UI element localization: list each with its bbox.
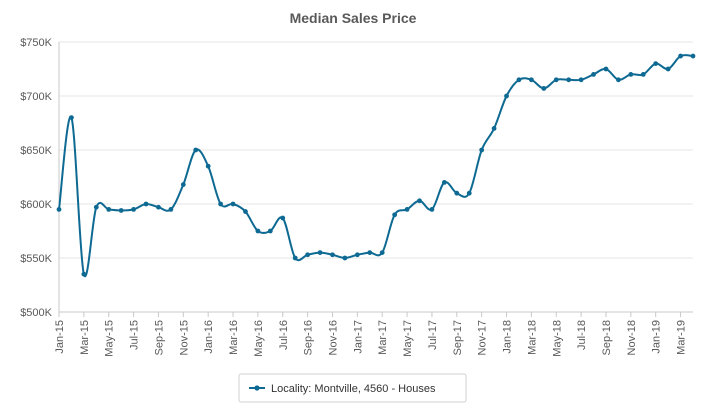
x-tick-label: Jul-16 [278, 320, 290, 350]
data-point-jan-15[interactable] [56, 207, 62, 212]
x-tick-label: Mar-15 [79, 320, 91, 355]
data-point-nov-16[interactable] [330, 252, 335, 258]
x-tick-label: Mar-18 [526, 320, 538, 355]
data-point-apr-15[interactable] [93, 204, 99, 210]
data-point-nov-18[interactable] [628, 72, 634, 77]
data-point-apr-17[interactable] [392, 212, 398, 218]
data-point-dec-17[interactable] [491, 125, 497, 131]
data-point-jan-16[interactable] [205, 163, 211, 169]
data-point-sep-18[interactable] [603, 66, 609, 72]
y-tick-label: $650K [20, 145, 52, 157]
x-tick-label: Mar-17 [377, 320, 389, 355]
x-tick-label: Sep-18 [601, 320, 613, 355]
data-point-jul-18[interactable] [578, 77, 584, 83]
x-tick-label: Jan-18 [502, 320, 514, 354]
data-point-oct-18[interactable] [616, 77, 621, 83]
x-tick-label: May-16 [253, 320, 265, 357]
x-tick-label: Jan-16 [203, 320, 215, 354]
data-point-dec-16[interactable] [342, 255, 348, 261]
data-point-may-15[interactable] [106, 207, 112, 212]
data-point-jul-15[interactable] [131, 207, 136, 212]
y-tick-label: $500K [20, 307, 52, 319]
x-tick-label: May-17 [402, 320, 414, 357]
y-tick-label: $700K [20, 91, 52, 103]
data-point-may-17[interactable] [404, 207, 410, 212]
x-tick-label: Nov-16 [327, 320, 339, 355]
x-tick-label: Sep-16 [303, 320, 315, 355]
data-point-aug-17[interactable] [441, 180, 447, 185]
data-point-aug-16[interactable] [292, 255, 298, 261]
data-point-sep-17[interactable] [454, 190, 460, 196]
data-point-mar-18[interactable] [528, 77, 534, 83]
data-point-jun-18[interactable] [566, 77, 572, 83]
x-tick-label: Mar-16 [228, 320, 240, 355]
x-tick-label: Jan-19 [651, 320, 663, 354]
data-point-jul-16[interactable] [280, 215, 286, 221]
data-point-jan-17[interactable] [354, 252, 360, 258]
data-point-apr-16[interactable] [243, 209, 248, 214]
chart-title: Median Sales Price [290, 10, 417, 26]
data-point-may-16[interactable] [255, 228, 261, 234]
x-tick-label: Jul-17 [427, 320, 439, 350]
data-point-oct-16[interactable] [317, 250, 323, 256]
x-tick-label: Sep-15 [153, 320, 165, 355]
x-tick-label: Jan-15 [54, 320, 66, 354]
data-point-oct-17[interactable] [466, 190, 472, 196]
legend[interactable]: Locality: Montville, 4560 - Houses [238, 373, 467, 403]
series-group [56, 53, 696, 278]
data-point-nov-15[interactable] [180, 182, 186, 187]
data-point-jan-19[interactable] [653, 61, 659, 66]
data-point-dec-15[interactable] [193, 147, 199, 153]
x-axis-ticks: Jan-15 Mar-15 May-15 Jul-15 Sep-15 Nov-15 Jan-… [54, 312, 688, 357]
data-point-apr-19[interactable] [690, 53, 696, 59]
y-tick-label: $550K [20, 253, 52, 265]
legend-swatch-marker [254, 385, 260, 391]
data-point-feb-18[interactable] [516, 77, 522, 83]
x-tick-label: Jan-17 [352, 320, 364, 354]
x-tick-label: Jul-15 [129, 320, 141, 350]
data-point-mar-16[interactable] [230, 201, 236, 207]
data-point-feb-16[interactable] [218, 201, 224, 207]
series-line [58, 54, 694, 278]
data-point-feb-19[interactable] [665, 66, 671, 72]
data-point-mar-15[interactable] [81, 271, 87, 277]
y-tick-label: $750K [20, 37, 52, 49]
data-point-feb-15[interactable] [69, 115, 74, 120]
data-point-sep-15[interactable] [156, 204, 161, 210]
data-point-jun-15[interactable] [118, 208, 124, 213]
x-tick-label: Nov-15 [178, 320, 190, 355]
data-point-dec-18[interactable] [640, 72, 646, 77]
x-tick-label: Nov-17 [477, 320, 489, 355]
x-tick-label: May-15 [104, 320, 116, 357]
data-point-sep-16[interactable] [305, 252, 311, 258]
data-point-feb-17[interactable] [367, 250, 373, 256]
x-tick-label: Sep-17 [452, 320, 464, 355]
data-point-mar-17[interactable] [379, 250, 385, 256]
data-point-apr-18[interactable] [541, 86, 547, 91]
data-point-aug-18[interactable] [591, 72, 596, 77]
data-point-jun-16[interactable] [267, 228, 273, 234]
x-tick-label: Nov-18 [626, 320, 638, 355]
data-point-nov-17[interactable] [479, 147, 485, 153]
data-point-jun-17[interactable] [417, 198, 422, 204]
gridlines [59, 41, 693, 313]
data-point-mar-19[interactable] [678, 53, 683, 59]
y-tick-label: $600K [20, 199, 52, 211]
x-tick-label: May-18 [551, 320, 563, 357]
legend-label: Locality: Montville, 4560 - Houses [271, 383, 436, 395]
x-tick-label: Jul-18 [576, 320, 588, 350]
legend-box [238, 373, 467, 403]
y-axis-ticks: $500K $550K $600K $650K $700K $750K [20, 37, 52, 319]
data-point-jan-18[interactable] [504, 93, 509, 99]
data-point-may-18[interactable] [553, 77, 559, 83]
data-point-jul-17[interactable] [429, 207, 435, 212]
data-point-aug-15[interactable] [143, 201, 149, 207]
x-tick-label: Mar-19 [676, 320, 688, 355]
data-point-oct-15[interactable] [168, 207, 174, 212]
